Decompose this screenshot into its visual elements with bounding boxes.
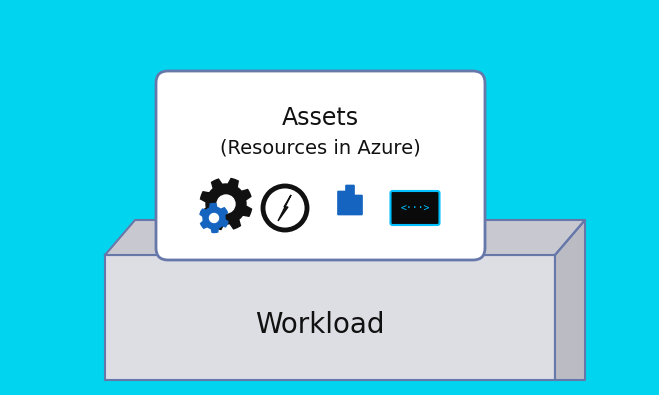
Circle shape — [244, 40, 414, 210]
Circle shape — [217, 195, 235, 213]
Text: Workload: Workload — [255, 311, 385, 339]
FancyBboxPatch shape — [353, 195, 362, 215]
Polygon shape — [555, 220, 585, 380]
FancyBboxPatch shape — [345, 185, 355, 215]
Polygon shape — [278, 195, 291, 221]
Circle shape — [189, 80, 469, 360]
Circle shape — [210, 214, 219, 222]
FancyBboxPatch shape — [391, 191, 440, 225]
Bar — [105, 255, 555, 380]
Polygon shape — [105, 220, 585, 255]
Circle shape — [165, 60, 355, 250]
Polygon shape — [200, 203, 228, 233]
Circle shape — [115, 145, 325, 355]
Polygon shape — [200, 179, 252, 229]
FancyBboxPatch shape — [156, 71, 485, 260]
FancyBboxPatch shape — [337, 191, 347, 215]
Text: <···>: <···> — [400, 204, 430, 214]
Circle shape — [263, 186, 307, 230]
Text: Assets: Assets — [281, 106, 358, 130]
Text: (Resources in Azure): (Resources in Azure) — [219, 139, 420, 158]
Circle shape — [333, 140, 543, 350]
Circle shape — [303, 55, 493, 245]
